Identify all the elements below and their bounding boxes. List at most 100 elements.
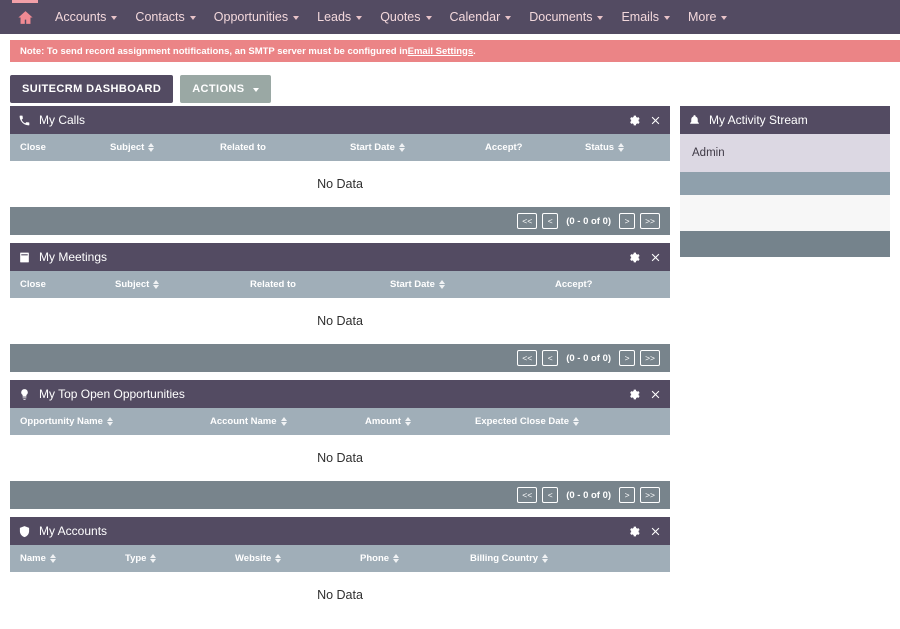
column-header-start-date[interactable]: Start Date bbox=[380, 279, 545, 290]
nav-item-label: Calendar bbox=[449, 10, 501, 24]
panel-header: My Calls bbox=[10, 106, 670, 134]
pagination-prev-button[interactable]: < bbox=[542, 349, 559, 367]
column-header-close: Close bbox=[10, 142, 100, 153]
close-icon[interactable] bbox=[649, 114, 662, 127]
nav-item-leads[interactable]: Leads bbox=[308, 4, 371, 30]
gear-icon[interactable] bbox=[627, 525, 640, 538]
close-icon[interactable] bbox=[649, 388, 662, 401]
panel-my-calls: My Calls Close Subject Related to Start Date… bbox=[10, 106, 670, 235]
lightbulb-icon bbox=[21, 388, 28, 400]
phone-icon bbox=[19, 115, 30, 125]
nav-item-label: Accounts bbox=[55, 10, 107, 24]
pagination-prev-button[interactable]: < bbox=[542, 486, 559, 504]
pagination-prev-button[interactable]: < bbox=[542, 212, 559, 230]
column-header-subject[interactable]: Subject bbox=[100, 142, 210, 153]
pagination-last-button[interactable]: >> bbox=[640, 486, 660, 504]
pagination-next-button[interactable]: > bbox=[619, 349, 636, 367]
column-header-billing-country[interactable]: Billing Country bbox=[460, 553, 660, 564]
sort-icon[interactable] bbox=[438, 279, 446, 290]
sort-icon[interactable] bbox=[106, 416, 114, 427]
sort-icon[interactable] bbox=[153, 279, 160, 290]
activity-stream-entry-user: Admin bbox=[692, 147, 725, 159]
pagination-first-button[interactable]: << bbox=[517, 349, 538, 367]
nav-item-contacts[interactable]: Contacts bbox=[126, 4, 204, 30]
activity-stream-header: My Activity Stream bbox=[680, 106, 890, 134]
nav-item-calendar[interactable]: Calendar bbox=[441, 4, 521, 30]
calendar-icon bbox=[20, 252, 29, 262]
dashlet-column-left: My Calls Close Subject Related to Start Date… bbox=[10, 106, 670, 626]
pagination-count: (0 - 0 of 0) bbox=[566, 352, 612, 364]
email-settings-link[interactable]: Email Settings bbox=[407, 45, 474, 57]
pagination-first-button[interactable]: << bbox=[517, 212, 538, 230]
column-header-opportunity-name[interactable]: Opportunity Name bbox=[10, 416, 200, 427]
home-button[interactable] bbox=[4, 0, 46, 34]
panel-title: My Calls bbox=[39, 113, 86, 127]
sort-icon[interactable] bbox=[275, 553, 282, 564]
pagination-last-button[interactable]: >> bbox=[640, 212, 660, 230]
empty-state-message: No Data bbox=[10, 572, 670, 618]
column-header-account-name[interactable]: Account Name bbox=[200, 416, 355, 427]
nav-item-emails[interactable]: Emails bbox=[612, 4, 679, 30]
actions-button[interactable]: ACTIONS bbox=[180, 75, 271, 103]
empty-state-message: No Data bbox=[10, 435, 670, 481]
chevron-down-icon bbox=[189, 16, 196, 20]
gear-icon[interactable] bbox=[627, 388, 640, 401]
column-header-start-date[interactable]: Start Date bbox=[340, 142, 475, 153]
nav-item-quotes[interactable]: Quotes bbox=[371, 4, 440, 30]
sort-icon[interactable] bbox=[393, 553, 400, 564]
chevron-down-icon bbox=[425, 16, 432, 20]
suitecrm-dashboard-button[interactable]: SUITECRM DASHBOARD bbox=[10, 75, 174, 103]
activity-stream-bar-upper bbox=[680, 172, 890, 195]
column-header-name[interactable]: Name bbox=[10, 553, 115, 564]
sort-icon[interactable] bbox=[542, 553, 549, 564]
column-header-accept: Accept? bbox=[545, 279, 670, 290]
pagination-count: (0 - 0 of 0) bbox=[566, 215, 612, 227]
nav-item-opportunities[interactable]: Opportunities bbox=[205, 4, 308, 30]
pagination-next-button[interactable]: > bbox=[619, 212, 636, 230]
sort-icon[interactable] bbox=[49, 553, 57, 564]
empty-state-message: No Data bbox=[10, 161, 670, 207]
column-header-type[interactable]: Type bbox=[115, 553, 225, 564]
column-header-label: Type bbox=[125, 553, 147, 564]
column-header-expected-close-date[interactable]: Expected Close Date bbox=[465, 416, 670, 427]
activity-stream-entry[interactable]: Admin bbox=[680, 134, 890, 172]
column-header-label: Subject bbox=[110, 142, 145, 153]
sort-icon[interactable] bbox=[618, 142, 625, 153]
column-header-phone[interactable]: Phone bbox=[350, 553, 460, 564]
chevron-down-icon bbox=[111, 16, 118, 20]
sort-icon[interactable] bbox=[280, 416, 288, 427]
nav-item-accounts[interactable]: Accounts bbox=[46, 4, 126, 30]
column-header-status[interactable]: Status bbox=[575, 142, 670, 153]
actions-button-label: ACTIONS bbox=[192, 83, 245, 95]
sort-icon[interactable] bbox=[398, 142, 406, 153]
pagination-bar: << < (0 - 0 of 0) > >> bbox=[10, 344, 670, 372]
nav-item-documents[interactable]: Documents bbox=[520, 4, 612, 30]
close-icon[interactable] bbox=[649, 525, 662, 538]
sort-icon[interactable] bbox=[572, 416, 580, 427]
activity-stream-spacer bbox=[680, 195, 890, 231]
sort-icon[interactable] bbox=[404, 416, 412, 427]
column-header-label: Amount bbox=[365, 416, 401, 427]
pagination-first-button[interactable]: << bbox=[517, 486, 538, 504]
column-header-subject[interactable]: Subject bbox=[105, 279, 240, 290]
panel-title-group: My Accounts bbox=[18, 524, 627, 538]
close-icon[interactable] bbox=[649, 251, 662, 264]
panel-my-top-open-opportunities: My Top Open Opportunities Opportunity Nam… bbox=[10, 380, 670, 509]
pagination-last-button[interactable]: >> bbox=[640, 349, 660, 367]
gear-icon[interactable] bbox=[627, 251, 640, 264]
nav-item-more[interactable]: More bbox=[679, 4, 736, 30]
column-header-label: Account Name bbox=[210, 416, 277, 427]
panel-header: My Top Open Opportunities bbox=[10, 380, 670, 408]
sort-icon[interactable] bbox=[150, 553, 157, 564]
panel-activity-stream: My Activity Stream Admin bbox=[680, 106, 890, 257]
column-header-label: Expected Close Date bbox=[475, 416, 569, 427]
column-header-amount[interactable]: Amount bbox=[355, 416, 465, 427]
column-header-label: Name bbox=[20, 553, 46, 564]
main-navbar: Accounts Contacts Opportunities Leads Quotes… bbox=[0, 0, 900, 34]
sort-icon[interactable] bbox=[148, 142, 155, 153]
gear-icon[interactable] bbox=[627, 114, 640, 127]
column-header-website[interactable]: Website bbox=[225, 553, 350, 564]
pagination-next-button[interactable]: > bbox=[619, 486, 636, 504]
column-header-label: Website bbox=[235, 553, 272, 564]
column-header-label: Related to bbox=[250, 279, 296, 290]
